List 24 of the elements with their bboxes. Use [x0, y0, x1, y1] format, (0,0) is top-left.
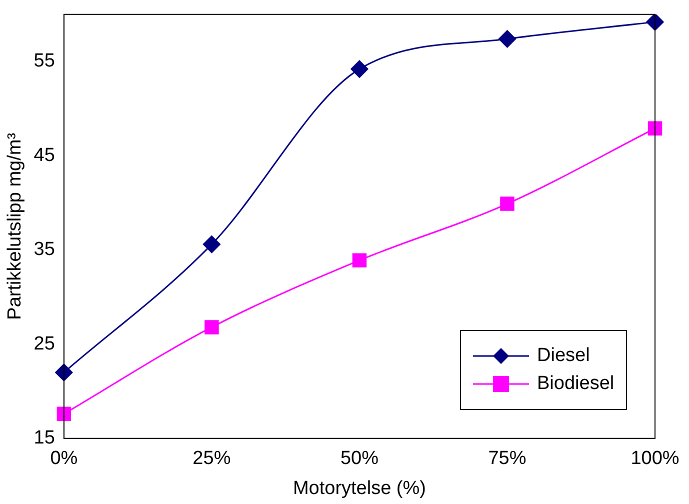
legend-label: Biodiesel [537, 373, 614, 396]
x-tick-label: 0% [50, 448, 78, 470]
point [500, 196, 514, 211]
y-tick-label: 45 [34, 144, 55, 166]
point [55, 364, 73, 382]
x-tick-label: 25% [192, 448, 231, 470]
point [202, 236, 220, 254]
point [646, 14, 664, 31]
y-axis-title: Partikkelutslipp mg/m³ [4, 132, 26, 320]
point [498, 30, 516, 48]
x-axis-title: Motorytelse (%) [292, 478, 426, 499]
y-tick-label: 15 [34, 428, 55, 449]
point [204, 320, 219, 334]
x-tick-label: 75% [488, 448, 526, 470]
point [648, 121, 662, 136]
point [350, 60, 368, 78]
legend-label: Diesel [537, 345, 590, 368]
point [56, 406, 72, 422]
x-tick-label: 50% [340, 448, 379, 470]
y-tick-label: 25 [34, 333, 55, 354]
y-tick-label: 35 [34, 239, 55, 260]
y-tick-label: 55 [34, 50, 55, 72]
point [352, 253, 367, 268]
x-tick-label: 100% [630, 448, 680, 470]
